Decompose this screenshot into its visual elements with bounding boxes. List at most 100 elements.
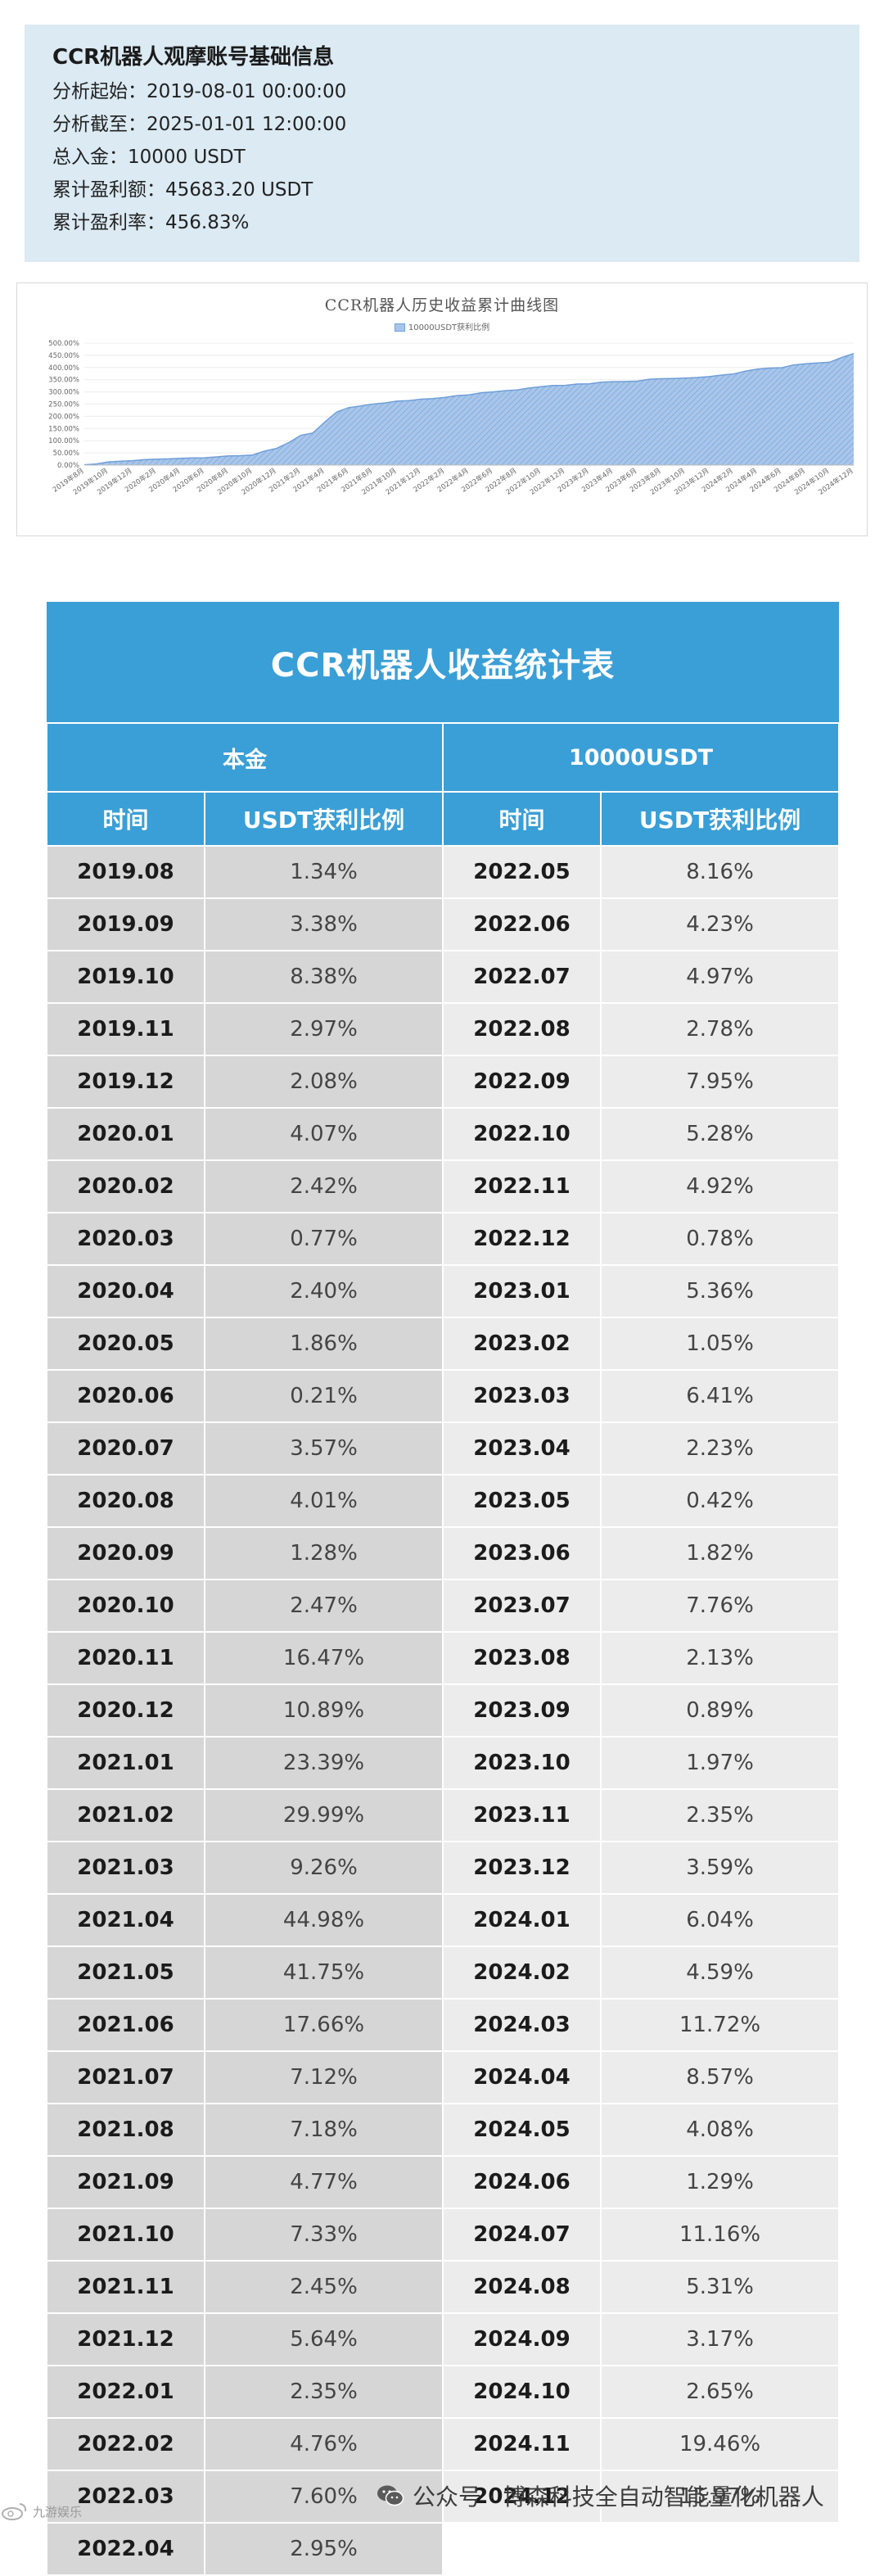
corner-watermark: 九游娱乐 <box>0 2499 82 2524</box>
row-date: 2023.01 <box>442 1264 602 1318</box>
table-row: 2021.06 17.66% 2024.03 11.72% <box>46 1998 841 2052</box>
row-ratio: 29.99% <box>204 1788 444 1842</box>
row-ratio: 7.12% <box>204 2050 444 2104</box>
profit-area-chart: 500.00% 450.00% 400.00% 350.00% 300.00% 250.0… <box>48 340 855 497</box>
row-ratio: 5.28% <box>599 1107 841 1161</box>
row-date: 2021.12 <box>46 2312 205 2366</box>
row-date: 2020.08 <box>46 1474 205 1528</box>
row-date: 2023.05 <box>442 1474 602 1528</box>
row-date: 2022.10 <box>442 1107 602 1161</box>
row-date: 2023.06 <box>442 1526 602 1580</box>
row-ratio: 5.64% <box>204 2312 444 2366</box>
row-ratio: 2.35% <box>204 2365 444 2419</box>
row-ratio: 3.57% <box>204 1421 444 1476</box>
row-ratio: 7.33% <box>204 2208 444 2262</box>
row-ratio: 6.41% <box>599 1369 841 1423</box>
table-row: 2022.01 2.35% 2024.10 2.65% <box>46 2365 841 2419</box>
table-row: 2020.10 2.47% 2023.07 7.76% <box>46 1579 841 1633</box>
y-tick-label: 150.00% <box>48 425 79 433</box>
profit-table-wrap: CCR机器人收益统计表 本金 10000USDT 时间 USDT获利比例 时间 … <box>46 602 841 2576</box>
row-ratio: 3.17% <box>599 2312 841 2366</box>
empty-cell <box>442 2522 602 2576</box>
row-date: 2020.05 <box>46 1317 205 1371</box>
y-tick-label: 500.00% <box>48 340 79 348</box>
row-date: 2023.08 <box>442 1631 602 1685</box>
row-ratio: 8.16% <box>599 845 841 899</box>
row-ratio: 23.39% <box>204 1736 444 1790</box>
row-date: 2020.01 <box>46 1107 205 1161</box>
row-date: 2024.12 <box>442 2470 602 2524</box>
row-ratio: 4.23% <box>599 897 841 951</box>
table-row: 2021.10 7.33% 2024.07 11.16% <box>46 2208 841 2262</box>
y-tick-label: 50.00% <box>53 450 79 458</box>
row-ratio: 1.97% <box>599 1736 841 1790</box>
footer-text: 公众号 · 博森科技全自动智能量化机器人 <box>413 2483 824 2510</box>
row-ratio: 2.42% <box>204 1159 444 1213</box>
y-tick-label: 450.00% <box>48 352 79 360</box>
row-ratio: 15.97% <box>599 2470 841 2524</box>
row-ratio: 1.34% <box>204 845 444 899</box>
row-date: 2020.03 <box>46 1212 205 1266</box>
row-date: 2020.09 <box>46 1526 205 1580</box>
row-ratio: 1.05% <box>599 1317 841 1371</box>
table-row: 2020.03 0.77% 2022.12 0.78% <box>46 1212 841 1266</box>
col-header-ratio: USDT获利比例 <box>599 791 841 847</box>
row-ratio: 41.75% <box>204 1946 444 2000</box>
row-ratio: 2.35% <box>599 1788 841 1842</box>
table-row: 2020.08 4.01% 2023.05 0.42% <box>46 1474 841 1528</box>
table-row: 2021.04 44.98% 2024.01 6.04% <box>46 1893 841 1947</box>
wechat-icon <box>377 2485 404 2506</box>
row-date: 2020.10 <box>46 1579 205 1633</box>
profit-chart-card: CCR机器人历史收益累计曲线图 10000USDT获利比例 500.00% 450… <box>16 282 868 536</box>
row-ratio: 2.65% <box>599 2365 841 2419</box>
table-row: 2019.08 1.34% 2022.05 8.16% <box>46 845 841 899</box>
corner-text: 九游娱乐 <box>33 2504 83 2520</box>
row-ratio: 1.82% <box>599 1526 841 1580</box>
col-header-time: 时间 <box>442 791 602 847</box>
empty-cell <box>599 2522 841 2576</box>
table-row: 2021.09 4.77% 2024.06 1.29% <box>46 2155 841 2209</box>
info-end: 分析截至：2025-01-01 12:00:00 <box>52 114 347 135</box>
profit-table: CCR机器人收益统计表 本金 10000USDT 时间 USDT获利比例 时间 … <box>46 602 841 2576</box>
row-date: 2021.10 <box>46 2208 205 2262</box>
row-date: 2021.06 <box>46 1998 205 2052</box>
row-date: 2020.06 <box>46 1369 205 1423</box>
row-date: 2024.01 <box>442 1893 602 1947</box>
info-profit-rate: 累计盈利率：456.83% <box>52 212 250 233</box>
row-date: 2020.11 <box>46 1631 205 1685</box>
row-date: 2021.09 <box>46 2155 205 2209</box>
row-ratio: 3.59% <box>599 1841 841 1895</box>
row-ratio: 2.23% <box>599 1421 841 1476</box>
weibo-icon <box>2 2503 27 2520</box>
row-ratio: 8.38% <box>204 950 444 1004</box>
row-date: 2022.04 <box>46 2522 205 2576</box>
row-ratio: 0.77% <box>204 1212 444 1266</box>
row-ratio: 7.76% <box>599 1579 841 1633</box>
row-ratio: 4.77% <box>204 2155 444 2209</box>
y-tick-label: 200.00% <box>48 413 79 421</box>
row-ratio: 5.36% <box>599 1264 841 1318</box>
row-date: 2021.03 <box>46 1841 205 1895</box>
row-ratio: 2.95% <box>204 2522 444 2576</box>
table-title: CCR机器人收益统计表 <box>47 602 840 723</box>
row-date: 2022.02 <box>46 2417 205 2471</box>
row-date: 2023.12 <box>442 1841 602 1895</box>
row-ratio: 2.47% <box>204 1579 444 1633</box>
row-date: 2022.05 <box>442 845 602 899</box>
row-ratio: 4.92% <box>599 1159 841 1213</box>
table-row: 2022.04 2.95% <box>46 2522 841 2576</box>
row-date: 2019.11 <box>46 1002 205 1056</box>
info-profit-amount: 累计盈利额：45683.20 USDT <box>52 179 313 201</box>
row-date: 2024.03 <box>442 1998 602 2052</box>
row-date: 2023.02 <box>442 1317 602 1371</box>
table-row: 2022.02 4.76% 2024.11 19.46% <box>46 2417 841 2471</box>
footer-watermark: 公众号 · 博森科技全自动智能量化机器人 <box>377 2479 824 2512</box>
row-date: 2022.06 <box>442 897 602 951</box>
profit-line <box>83 353 855 466</box>
y-tick-label: 100.00% <box>48 437 79 445</box>
y-tick-label: 300.00% <box>48 389 79 397</box>
row-ratio: 2.40% <box>204 1264 444 1318</box>
col-header-time: 时间 <box>46 791 205 847</box>
row-date: 2021.04 <box>46 1893 205 1947</box>
row-ratio: 9.26% <box>204 1841 444 1895</box>
